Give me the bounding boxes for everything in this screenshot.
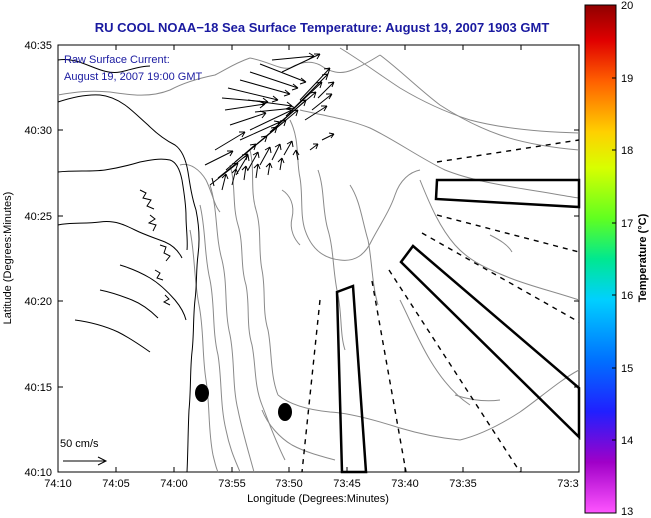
colorbar-label: Temperature (°C)	[637, 213, 649, 302]
station-marker	[278, 403, 292, 421]
colorbar-tick-label: 15	[621, 363, 633, 375]
x-tick-label: 73:40	[391, 478, 419, 490]
colorbar-tick-label: 18	[621, 145, 633, 157]
scale-bar-arrow	[63, 456, 108, 466]
y-tick-label: 40:15	[24, 382, 52, 394]
coastline	[57, 59, 200, 473]
station-marker	[195, 384, 209, 402]
colorbar-tick-label: 19	[621, 73, 633, 85]
x-axis-ticks	[57, 45, 522, 472]
y-tick-label: 40:10	[24, 467, 52, 479]
x-tick-label: 73:35	[449, 478, 477, 490]
y-tick-label: 40:30	[24, 125, 52, 137]
chart-title: RU COOL NOAA−18 Sea Surface Temperature:…	[95, 20, 550, 35]
y-tick-label: 40:25	[24, 211, 52, 223]
y-tick-label: 40:35	[24, 40, 52, 52]
y-axis-label: Latitude (Degrees:Minutes)	[2, 192, 14, 325]
x-tick-label: 74:05	[102, 478, 130, 490]
x-tick-label: 73:55	[218, 478, 246, 490]
x-tick-label: 73:3	[557, 478, 578, 490]
sampling-stations	[195, 384, 292, 421]
colorbar-tick-label: 16	[621, 290, 633, 302]
x-tick-label: 74:00	[160, 478, 188, 490]
scale-bar-label: 50 cm/s	[60, 438, 99, 450]
plot-area	[57, 44, 580, 473]
y-tick-label: 40:20	[24, 296, 52, 308]
colorbar-ticks	[612, 4, 616, 514]
colorbar-tick-label: 17	[621, 218, 633, 230]
x-tick-label: 73:45	[333, 478, 361, 490]
current-annotation-line1: Raw Surface Current:	[64, 54, 170, 66]
coastal-wetland-marks	[139, 189, 171, 306]
colorbar	[584, 4, 617, 514]
y-axis-ticks	[58, 44, 579, 473]
x-tick-label: 73:50	[275, 478, 303, 490]
x-tick-label: 74:10	[44, 478, 72, 490]
study-zone-dashed-lines	[301, 139, 580, 473]
colorbar-tick-label: 20	[621, 0, 633, 12]
bathymetry-contours	[57, 47, 580, 473]
colorbar-tick-label: 13	[621, 506, 633, 518]
study-zone-outlines	[335, 178, 581, 474]
current-annotation-line2: August 19, 2007 19:00 GMT	[64, 71, 202, 83]
colorbar-tick-label: 14	[621, 435, 633, 447]
surface-current-vectors	[204, 52, 335, 191]
x-axis-label: Longitude (Degrees:Minutes)	[247, 493, 389, 505]
